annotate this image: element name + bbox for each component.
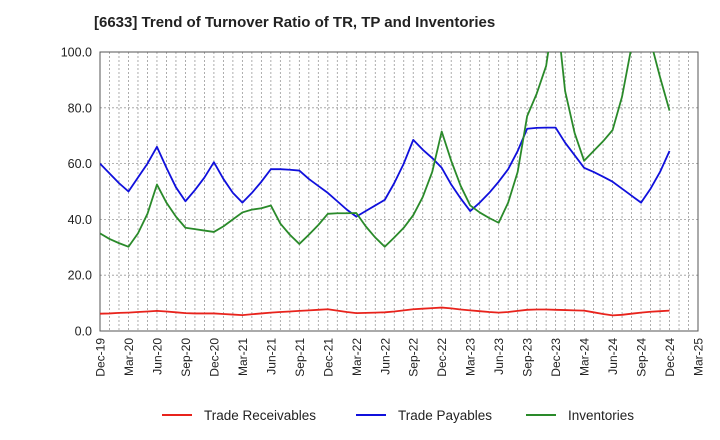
y-tick-label: 60.0 (68, 157, 92, 171)
y-tick-label: 100.0 (61, 46, 92, 60)
inventories-line (100, 52, 671, 248)
x-tick-label: Dec-19 (94, 338, 108, 377)
x-tick-label: Mar-25 (692, 338, 706, 376)
x-tick-label: Sep-24 (635, 338, 649, 377)
x-tick-label: Dec-23 (549, 338, 563, 377)
y-tick-label: 40.0 (68, 213, 92, 227)
y-tick-label: 80.0 (68, 101, 92, 115)
x-tick-label: Sep-20 (179, 338, 193, 377)
series-lines (100, 52, 671, 317)
trade-receivables-line (100, 306, 670, 317)
x-tick-label: Dec-20 (207, 338, 221, 377)
trade-payables-line (100, 126, 671, 218)
x-tick-label: Sep-22 (407, 338, 421, 377)
x-tick-label: Mar-21 (236, 338, 250, 376)
legend-label: Trade Receivables (204, 407, 317, 423)
x-tick-label: Dec-22 (435, 338, 449, 377)
legend-label: Inventories (568, 407, 635, 423)
legend: Trade Receivables Trade Payables Inventori… (0, 404, 720, 426)
y-tick-label: 0.0 (75, 325, 92, 339)
y-tick-label: 20.0 (68, 269, 92, 283)
x-tick-label: Jun-21 (264, 338, 278, 375)
grid-lines (100, 52, 698, 331)
plot-area (99, 51, 699, 332)
x-tick-label: Mar-23 (464, 338, 478, 376)
legend-swatch (526, 414, 556, 416)
x-tick-label: Dec-21 (321, 338, 335, 377)
x-tick-label: Mar-20 (122, 338, 136, 376)
x-tick-label: Sep-23 (521, 338, 535, 377)
x-tick-label: Jun-24 (606, 338, 620, 375)
legend-item: Trade Payables (356, 404, 492, 426)
x-tick-label: Jun-20 (150, 338, 164, 375)
x-axis-ticks: Dec-19 Mar-20 Jun-20 Sep-20 Dec-20 Mar-21 Jun-… (94, 338, 706, 377)
legend-swatch (162, 414, 192, 416)
x-tick-label: Jun-22 (378, 338, 392, 375)
x-tick-label: Jun-23 (492, 338, 506, 375)
x-tick-label: Mar-22 (350, 338, 364, 376)
x-tick-label: Dec-24 (663, 338, 677, 377)
y-axis-ticks: 0.0 20.0 40.0 60.0 80.0 100.0 (61, 46, 92, 339)
legend-item: Trade Receivables (162, 404, 316, 426)
x-tick-label: Sep-21 (293, 338, 307, 377)
chart-title: [6633] Trend of Turnover Ratio of TR, TP… (94, 14, 496, 31)
legend-item: Inventories (526, 404, 634, 426)
legend-label: Trade Payables (398, 407, 493, 423)
x-tick-label: Mar-24 (578, 338, 592, 376)
legend-swatch (356, 414, 386, 416)
